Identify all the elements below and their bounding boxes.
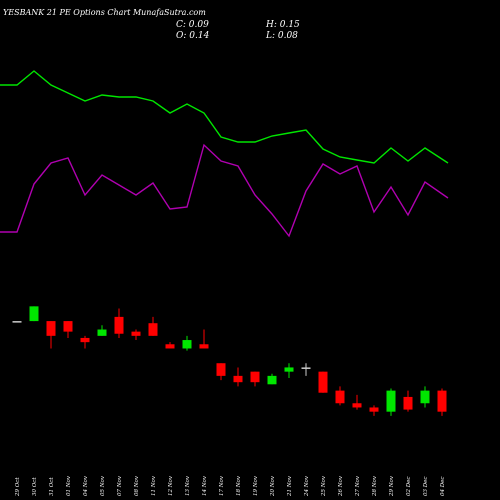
x-tick-label: 14 Nov: [202, 475, 208, 496]
candle-body: [386, 390, 396, 412]
candle-body: [318, 371, 328, 393]
open-value: O: 0.14: [176, 31, 210, 41]
x-tick-label: 01 Nov: [66, 475, 72, 496]
x-tick-label: 13 Nov: [185, 475, 191, 496]
x-tick-label: 07 Nov: [117, 475, 123, 496]
x-tick-label: 20 Nov: [270, 475, 276, 497]
x-tick-label: 04 Dec: [440, 477, 446, 497]
candle-body: [335, 390, 345, 404]
low-value: L: 0.08: [265, 31, 298, 41]
candle-body: [369, 407, 379, 412]
x-tick-label: 05 Nov: [100, 475, 106, 496]
candle-body: [250, 371, 260, 383]
x-tick-label: 24 Nov: [304, 475, 310, 497]
x-tick-label: 28 Nov: [372, 475, 378, 497]
candle-body: [148, 323, 158, 336]
candle-body: [352, 403, 362, 408]
candle-body: [182, 340, 192, 349]
x-tick-label: 12 Nov: [168, 475, 174, 496]
x-axis-ticks: 29 Oct 30 Oct 31 Oct 01 Nov 04 Nov 05 Nov 07 N…: [15, 475, 446, 497]
x-tick-label: 04 Nov: [83, 475, 89, 496]
candle-body: [301, 367, 311, 369]
candle-body: [437, 390, 447, 412]
x-tick-label: 27 Nov: [355, 475, 361, 497]
candle-body: [165, 344, 175, 349]
x-tick-label: 02 Dec: [406, 477, 412, 497]
high-value: H: 0.15: [265, 20, 300, 30]
upper-indicator-line: [0, 70, 449, 164]
x-tick-label: 25 Nov: [321, 475, 327, 497]
candle-body: [97, 329, 107, 336]
candle-body: [216, 363, 226, 376]
candle-body: [63, 321, 73, 332]
candle-body: [12, 321, 22, 323]
candle-body: [46, 321, 56, 336]
candles-group: [12, 306, 447, 416]
candle-body: [199, 344, 209, 349]
x-tick-label: 29 Nov: [389, 475, 395, 497]
x-tick-label: 18 Nov: [236, 475, 242, 496]
x-tick-label: 21 Nov: [287, 475, 293, 497]
x-tick-label: 11 Nov: [151, 475, 157, 496]
x-tick-label: 29 Oct: [15, 477, 21, 497]
close-value: C: 0.09: [176, 20, 209, 30]
x-tick-label: 26 Nov: [338, 475, 344, 497]
x-tick-label: 03 Dec: [423, 477, 429, 497]
candle-body: [284, 367, 294, 372]
lower-indicator-line: [0, 143, 449, 238]
x-tick-label: 31 Oct: [49, 477, 55, 496]
candle-body: [420, 390, 430, 404]
candle-body: [131, 331, 141, 336]
candle-body: [267, 375, 277, 385]
candle-body: [114, 316, 124, 334]
chart-title: YESBANK 21 PE Options Chart MunafaSutra.…: [3, 8, 206, 17]
candle-body: [29, 306, 39, 322]
candle-body: [403, 396, 413, 410]
candle-body: [80, 337, 90, 343]
candle-body: [233, 375, 243, 383]
x-tick-label: 19 Nov: [253, 475, 259, 496]
x-tick-label: 17 Nov: [219, 475, 225, 496]
x-tick-label: 30 Oct: [32, 477, 38, 496]
x-tick-label: 08 Nov: [134, 475, 140, 496]
